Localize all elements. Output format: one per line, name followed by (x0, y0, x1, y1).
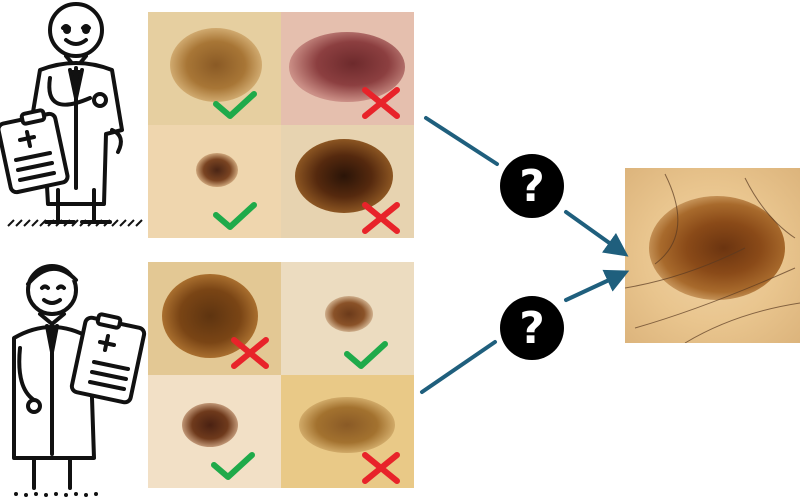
lesion-image (281, 12, 414, 125)
doctor-2-illustration (12, 264, 147, 497)
query-lesion-image (625, 168, 800, 343)
question-mark-icon: ? (500, 296, 564, 360)
question-mark-icon: ? (500, 154, 564, 218)
lesion-image (148, 262, 281, 375)
cross-icon (362, 87, 400, 119)
checkmark-icon (211, 452, 255, 480)
checkmark-icon (213, 202, 257, 230)
checkmark-icon (344, 341, 388, 369)
lesion-image (148, 375, 281, 488)
checkmark-icon (213, 91, 257, 119)
lesion-image (148, 125, 281, 238)
doctor-1-illustration (0, 2, 143, 227)
lesion-image (281, 262, 414, 375)
lesion-image (281, 375, 414, 488)
arrow-bottom-out (564, 269, 630, 302)
arrow-top-in (424, 116, 499, 166)
lesion-image (281, 125, 414, 238)
arrow-top-out (564, 210, 629, 257)
question-glyph: ? (519, 302, 545, 354)
doctor-1-lesion-grid (148, 12, 414, 238)
doctor-2-lesion-grid (148, 262, 414, 488)
lesion-image (148, 12, 281, 125)
arrow-bottom-in (420, 340, 497, 394)
cross-icon (362, 202, 400, 234)
hair-lines (625, 173, 800, 343)
cross-icon (362, 452, 400, 484)
question-glyph: ? (519, 160, 545, 212)
cross-icon (231, 337, 269, 369)
